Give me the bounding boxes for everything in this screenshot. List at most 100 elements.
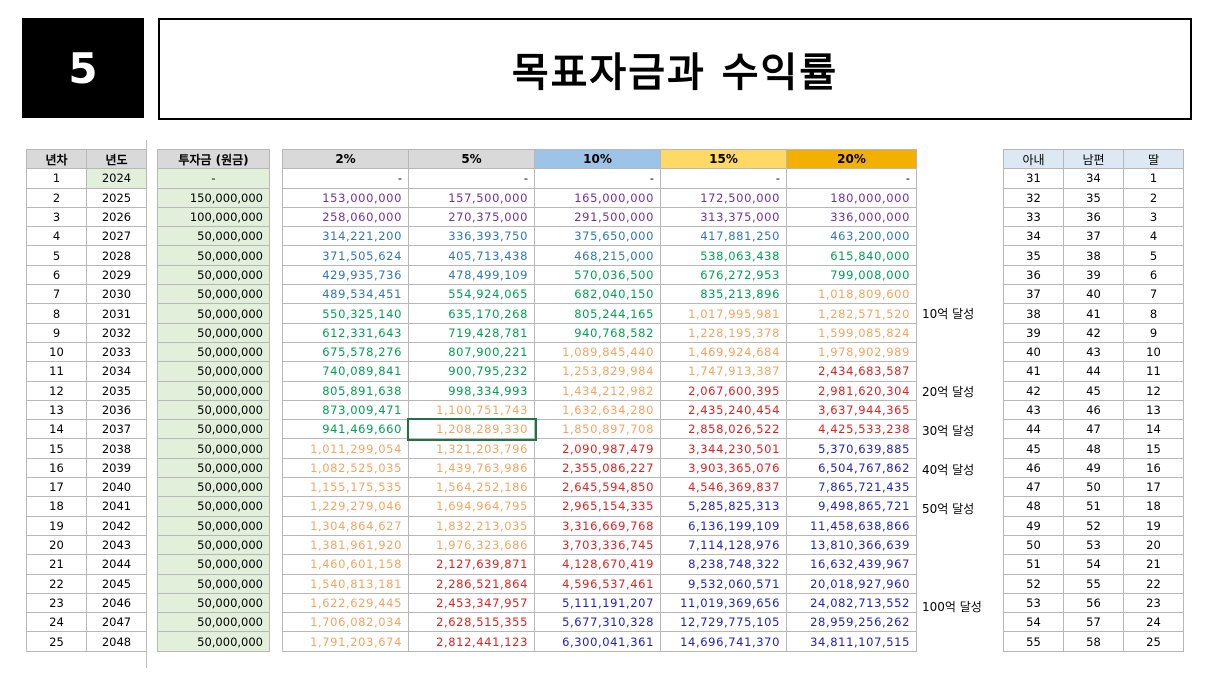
year-count-cell: 12 bbox=[26, 380, 87, 401]
family-age-cell: 46 bbox=[1003, 457, 1064, 479]
year-count-cell: 2 bbox=[26, 187, 87, 208]
year-count-cell: 11 bbox=[26, 361, 87, 382]
table-row: 35 38 5 bbox=[1003, 245, 1184, 266]
table-row: 36 39 6 bbox=[1003, 264, 1184, 286]
investment-cell: 50,000,000 bbox=[157, 496, 270, 517]
year-count-cell: 17 bbox=[26, 477, 87, 498]
family-age-cell: 45 bbox=[1063, 380, 1124, 401]
family-age-cell: 21 bbox=[1123, 554, 1184, 575]
table-row: 50,000,000 bbox=[157, 496, 270, 517]
rate-value-cell: 900,795,232 bbox=[408, 361, 535, 382]
rate-value-cell: 740,089,841 bbox=[282, 361, 409, 382]
rate-value-cell: 1,282,571,520 bbox=[786, 303, 917, 324]
table-row: 32 35 2 bbox=[1003, 187, 1184, 208]
table-row: 50,000,000 bbox=[157, 457, 270, 479]
year-count-cell: 15 bbox=[26, 438, 87, 459]
family-age-cell: 52 bbox=[1063, 515, 1124, 536]
year-count-cell: 25 bbox=[26, 631, 87, 652]
investment-cell: 50,000,000 bbox=[157, 399, 270, 421]
year-cell: 2044 bbox=[86, 554, 147, 575]
table-row: 873,009,471 1,100,751,743 1,632,634,280 2,4… bbox=[282, 399, 917, 421]
investment-cell: 50,000,000 bbox=[157, 226, 270, 247]
year-cell: 2024 bbox=[86, 168, 147, 189]
family-age-cell: 41 bbox=[1003, 361, 1064, 382]
rate-value-cell: 2,965,154,335 bbox=[534, 496, 661, 517]
table-row: 150,000,000 bbox=[157, 187, 270, 208]
family-age-cell: 38 bbox=[1063, 245, 1124, 266]
rate-value-cell: 20,018,927,960 bbox=[786, 573, 917, 594]
year-count-cell: 8 bbox=[26, 303, 87, 324]
family-age-cell: 38 bbox=[1003, 303, 1064, 324]
table-row: 23 2046 bbox=[26, 592, 147, 614]
table-row: 14 2037 bbox=[26, 419, 147, 440]
family-age-cell: 50 bbox=[1063, 477, 1124, 498]
table-row: 1 2024 bbox=[26, 168, 147, 189]
table-row: 50,000,000 bbox=[157, 341, 270, 363]
rate-value-cell: - bbox=[786, 168, 917, 189]
table-row: 50,000,000 bbox=[157, 592, 270, 614]
table-row: 429,935,736 478,499,109 570,036,500 676,272… bbox=[282, 264, 917, 286]
year-count-cell: 21 bbox=[26, 554, 87, 575]
family-age-cell: 1 bbox=[1123, 168, 1184, 189]
table-row: 50,000,000 bbox=[157, 264, 270, 286]
table-row: 50,000,000 bbox=[157, 477, 270, 498]
rate-value-cell: 28,959,256,262 bbox=[786, 612, 917, 633]
family-age-cell: 51 bbox=[1003, 554, 1064, 575]
family-age-cell: 18 bbox=[1123, 496, 1184, 517]
year-count-cell: 4 bbox=[26, 226, 87, 247]
rate-value-cell: 1,100,751,743 bbox=[408, 399, 535, 421]
family-age-cell: 11 bbox=[1123, 361, 1184, 382]
table-row: 46 49 16 bbox=[1003, 457, 1184, 479]
year-cell: 2027 bbox=[86, 226, 147, 247]
rate-value-cell: 1,011,299,054 bbox=[282, 438, 409, 459]
investment-cell: 50,000,000 bbox=[157, 341, 270, 363]
table-row: 50,000,000 bbox=[157, 322, 270, 343]
family-age-cell: 24 bbox=[1123, 612, 1184, 633]
rate-value-cell: 1,381,961,920 bbox=[282, 534, 409, 556]
rate-value-cell: 2,127,639,871 bbox=[408, 554, 535, 575]
family-age-cell: 17 bbox=[1123, 477, 1184, 498]
family-age-cell: 16 bbox=[1123, 457, 1184, 479]
page-title: 목표자금과 수익률 bbox=[511, 50, 839, 96]
rate-value-cell: 1,229,279,046 bbox=[282, 496, 409, 517]
rate-value-cell: 6,504,767,862 bbox=[786, 457, 917, 479]
table-row: 371,505,624 405,713,438 468,215,000 538,063… bbox=[282, 245, 917, 266]
family-age-cell: 46 bbox=[1063, 399, 1124, 421]
family-age-cell: 47 bbox=[1063, 419, 1124, 440]
section-number-badge: 5 bbox=[22, 18, 144, 118]
table-row: 39 42 9 bbox=[1003, 322, 1184, 343]
investment-cell: - bbox=[157, 168, 270, 189]
table-row: 258,060,000 270,375,000 291,500,000 313,375… bbox=[282, 206, 917, 228]
table-row: 24 2047 bbox=[26, 612, 147, 633]
rate-value-cell: 1,460,601,158 bbox=[282, 554, 409, 575]
rate-value-cell: 1,832,213,035 bbox=[408, 515, 535, 536]
table-row: 20 2043 bbox=[26, 534, 147, 556]
rate-value-cell: 805,244,165 bbox=[534, 303, 661, 324]
header-year: 년도 bbox=[86, 148, 147, 170]
family-age-cell: 48 bbox=[1063, 438, 1124, 459]
table-row: 805,891,638 998,334,993 1,434,212,982 2,067… bbox=[282, 380, 917, 401]
rate-value-cell: 2,355,086,227 bbox=[534, 457, 661, 479]
family-age-cell: 42 bbox=[1063, 322, 1124, 343]
table-row: - bbox=[157, 168, 270, 189]
family-age-cell: 42 bbox=[1003, 380, 1064, 401]
family-age-cell: 36 bbox=[1003, 264, 1064, 286]
investment-cell: 50,000,000 bbox=[157, 419, 270, 440]
rate-value-cell: 172,500,000 bbox=[660, 187, 787, 208]
table-row: 17 2040 bbox=[26, 477, 147, 498]
rate-value-cell: 2,435,240,454 bbox=[660, 399, 787, 421]
table-row: 50,000,000 bbox=[157, 419, 270, 440]
table-row: 38 41 8 bbox=[1003, 303, 1184, 324]
rate-value-cell: 2,434,683,587 bbox=[786, 361, 917, 382]
table-row: 1,460,601,158 2,127,639,871 4,128,670,419 8… bbox=[282, 554, 917, 575]
family-age-cell: 36 bbox=[1063, 206, 1124, 228]
investment-cell: 50,000,000 bbox=[157, 322, 270, 343]
table-row: 1,791,203,674 2,812,441,123 6,300,041,361 1… bbox=[282, 631, 917, 652]
rate-value-cell: 2,981,620,304 bbox=[786, 380, 917, 401]
header-rate-10: 10% bbox=[534, 148, 661, 170]
table-row: 45 48 15 bbox=[1003, 438, 1184, 459]
rate-value-cell: 941,469,660 bbox=[282, 419, 409, 440]
header-wife: 아내 bbox=[1003, 148, 1064, 170]
rate-value-cell: 3,637,944,365 bbox=[786, 399, 917, 421]
year-cell: 2034 bbox=[86, 361, 147, 382]
